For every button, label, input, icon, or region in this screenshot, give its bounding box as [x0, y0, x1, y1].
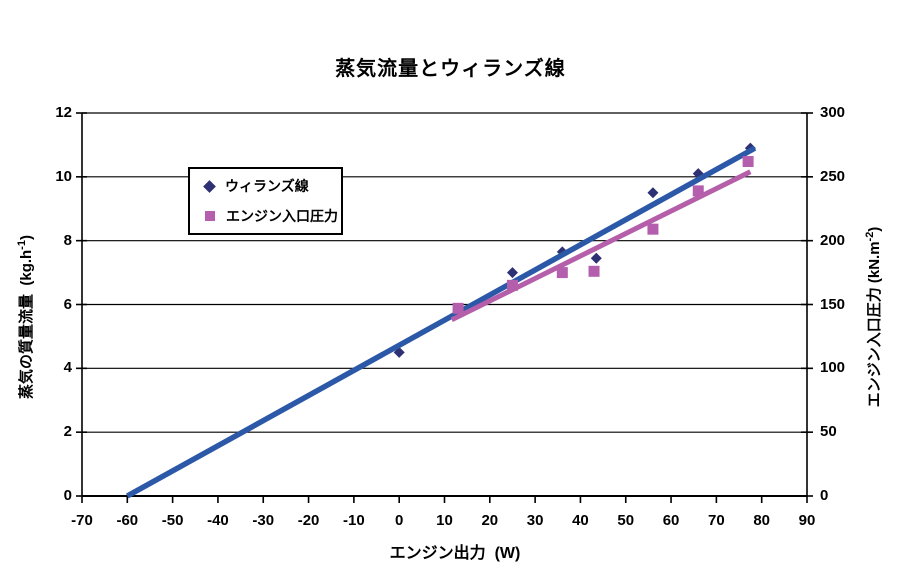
chart-legend: ウィランズ線 エンジン入口圧力	[188, 167, 343, 235]
willans-trendline	[125, 145, 757, 499]
legend-item-willans: ウィランズ線	[203, 176, 341, 196]
pressure-trendline	[450, 169, 752, 323]
pressure-data-point	[742, 156, 754, 168]
y-left-tick-label: 4	[63, 359, 72, 377]
x-tick-label: -60	[116, 512, 139, 529]
x-tick-label: -10	[343, 512, 365, 529]
x-tick-label: -40	[207, 512, 229, 529]
pressure-data-point	[556, 267, 568, 279]
willans-data-point	[590, 252, 602, 264]
y-right-tick-label: 50	[820, 423, 837, 441]
pressure-data-point	[692, 185, 704, 197]
legend-item-inlet-pressure: エンジン入口圧力	[205, 206, 341, 226]
pressure-data-point	[452, 302, 464, 314]
x-tick-label: -50	[161, 512, 184, 529]
x-tick-label: 30	[526, 512, 544, 529]
square-marker-icon	[205, 211, 215, 221]
x-tick-label: 90	[798, 512, 816, 529]
y-right-tick-label: 0	[820, 487, 829, 504]
legend-label-inlet-pressure: エンジン入口圧力	[226, 208, 338, 224]
pressure-data-point	[647, 223, 659, 235]
x-tick-label: -20	[297, 512, 320, 529]
y-right-tick-label: 300	[820, 104, 846, 121]
x-axis-title: エンジン出力 (W)	[95, 539, 815, 563]
y-right-tick-label: 250	[820, 167, 846, 185]
diamond-marker-icon	[203, 179, 216, 193]
x-tick-label: 20	[481, 512, 499, 529]
pressure-data-point	[588, 265, 600, 277]
y-right-axis-title-text: エンジン入口圧力 (kN.m	[866, 241, 883, 408]
y-left-tick-label: 6	[63, 295, 72, 313]
y-left-tick-label: 12	[55, 104, 72, 121]
willans-data-point	[647, 187, 659, 199]
y-left-tick-label: 0	[63, 487, 72, 504]
x-tick-label: 60	[662, 512, 680, 529]
x-tick-label: 80	[753, 512, 771, 529]
y-right-tick-label: 150	[820, 295, 846, 313]
chart-title: 蒸気流量とウィランズ線	[335, 58, 566, 80]
y-right-tick-label: 100	[820, 359, 846, 377]
x-tick-label: 10	[436, 512, 453, 529]
y-right-tick-label: 200	[820, 231, 846, 249]
willans-data-point	[506, 267, 518, 279]
y-left-tick-label: 10	[55, 167, 72, 185]
x-tick-label: -70	[71, 512, 93, 529]
x-tick-label: 50	[617, 512, 635, 529]
y-left-axis-title-sup: -1	[16, 240, 28, 250]
x-tick-label: 40	[572, 512, 589, 529]
x-tick-label: 70	[708, 512, 725, 529]
y-left-tick-label: 8	[63, 231, 72, 249]
x-tick-label: 0	[395, 512, 404, 529]
legend-label-willans: ウィランズ線	[225, 178, 309, 194]
x-axis-title-text: エンジン出力 (W)	[389, 545, 521, 562]
y-left-tick-label: 2	[63, 423, 72, 441]
pressure-data-point	[506, 279, 518, 291]
x-tick-label: -30	[252, 512, 275, 529]
